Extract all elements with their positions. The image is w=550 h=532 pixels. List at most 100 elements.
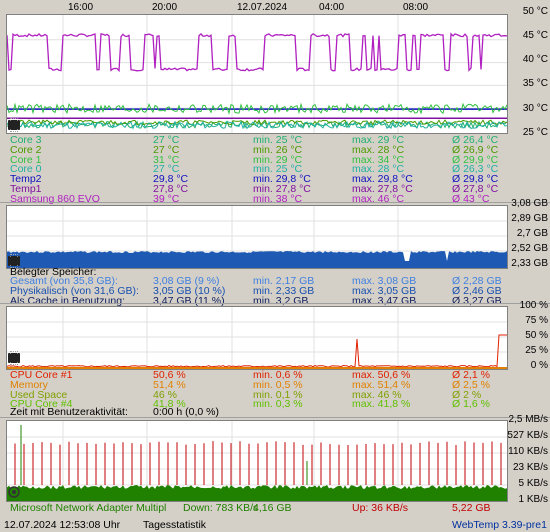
- cpu-legend: CPU Core #1 50,6 % min. 0,6 % max. 50,6 % Ø …: [10, 370, 550, 414]
- legend-avg: Ø 26,3 °C: [452, 163, 499, 176]
- legend-name: Samsung 860 EVO: [10, 192, 100, 205]
- legend-name: Used Space: [10, 388, 68, 401]
- legend-avg: Ø 2,5 %: [452, 378, 490, 391]
- legend-max: max. 27,8 °C: [352, 183, 413, 195]
- legend-name: Als Cache in Benutzung:: [10, 294, 125, 307]
- legend-current: 27,8 °C: [153, 183, 189, 195]
- legend-current: 27 °C: [153, 163, 180, 176]
- legend-current: 3,08 GB (9 %): [153, 275, 220, 287]
- legend-name: CPU Core #4: [10, 398, 73, 411]
- legend-min: min. 25 °C: [253, 134, 303, 146]
- legend-min: min. 27,8 °C: [253, 183, 311, 195]
- core-2-temp-line: [7, 119, 507, 126]
- legend-avg: Ø 2,46 GB: [452, 284, 502, 297]
- legend-avg: Ø 26,9 °C: [452, 143, 499, 156]
- legend-min: min. 0,1 %: [253, 388, 303, 401]
- y-tick: 25 %: [525, 345, 548, 356]
- chip-icon: [8, 351, 20, 365]
- legend-min: min. 29 °C: [253, 153, 303, 166]
- activity-value: 0:00 h (0,0 %): [153, 406, 219, 418]
- network-down-area: [7, 485, 507, 501]
- divider: [0, 303, 550, 304]
- memory-title: Belegter Speicher:: [10, 266, 97, 278]
- memory-legend: Gesamt (von 35,8 GB): 3,08 GB (9 %) min. 2…: [10, 276, 550, 312]
- legend-max: max. 28 °C: [352, 163, 405, 176]
- chip-icon: [8, 118, 20, 132]
- memory-axis: 3,08 GB 2,89 GB 2,7 GB 2,52 GB 2,33 GB: [510, 198, 550, 269]
- y-tick: 30 °C: [522, 103, 548, 114]
- core-0-temp-line: [7, 120, 507, 130]
- legend-min: min. 3,2 GB: [253, 294, 309, 307]
- status-version[interactable]: WebTemp 3.39-pre1: [452, 519, 547, 531]
- y-tick: 2,7 GB: [516, 228, 548, 239]
- y-tick: 75 %: [525, 315, 548, 326]
- legend-avg: Ø 29,8 °C: [452, 173, 499, 186]
- legend-min: min. 38 °C: [253, 192, 303, 205]
- legend-min: min. 26 °C: [253, 143, 303, 156]
- legend-max: max. 41,8 %: [352, 398, 411, 411]
- legend-name: Core 2: [10, 143, 42, 156]
- legend-max: max. 3,47 GB: [352, 294, 417, 307]
- legend-max: max. 29 °C: [352, 134, 405, 146]
- memory-area: [7, 251, 507, 268]
- legend-avg: Ø 2 %: [452, 388, 482, 401]
- y-tick: 527 KB/s: [507, 430, 548, 441]
- network-adapter: Microsoft Network Adapter Multipl: [10, 502, 167, 514]
- y-tick: 2,33 GB: [511, 258, 548, 269]
- chip-icon: [8, 254, 20, 268]
- time-tick: 16:00: [68, 2, 94, 13]
- legend-current: 31 °C: [153, 153, 180, 166]
- y-tick: 1 KB/s: [518, 494, 548, 505]
- legend-min: min. 2,33 GB: [253, 284, 315, 297]
- legend-max: max. 34 °C: [352, 153, 405, 166]
- legend-avg: Ø 3,27 GB: [452, 294, 502, 307]
- y-tick: 3,08 GB: [511, 198, 548, 209]
- time-tick: 08:00: [403, 2, 429, 13]
- time-tick: 12.07.2024: [237, 2, 288, 13]
- network-down: Down: 783 KB/s: [183, 502, 259, 514]
- legend-avg: Ø 1,6 %: [452, 398, 490, 411]
- legend-min: min. 0,5 %: [253, 378, 303, 391]
- legend-avg: Ø 27,8 °C: [452, 183, 499, 195]
- legend-current: 41,8 %: [153, 398, 186, 411]
- y-tick: 35 °C: [522, 78, 548, 89]
- divider: [0, 417, 550, 418]
- activity-label: Zeit mit Benutzeraktivität:: [10, 406, 128, 418]
- legend-min: min. 0,6 %: [253, 369, 303, 381]
- legend-current: 29,8 °C: [153, 173, 189, 186]
- status-mode[interactable]: Tagesstatistik: [143, 519, 207, 531]
- legend-current: 39 °C: [153, 192, 180, 205]
- legend-current: 51,4 %: [153, 378, 186, 391]
- legend-current: 27 °C: [153, 143, 180, 156]
- memory-usage-baseline: [7, 367, 507, 369]
- legend-current: 27 °C: [153, 134, 180, 146]
- legend-max: max. 51,4 %: [352, 378, 411, 391]
- status-datetime: 12.07.2024 12:53:08 Uhr: [4, 519, 121, 531]
- legend-name: Core 3: [10, 134, 42, 146]
- network-axis: 2,5 MB/s 527 KB/s 110 KB/s 23 KB/s 5 KB/…: [507, 414, 550, 505]
- legend-min: min. 25 °C: [253, 163, 303, 176]
- legend-current: 3,05 GB (10 %): [153, 284, 226, 297]
- memory-graph[interactable]: [6, 205, 508, 269]
- legend-name: Core 1: [10, 153, 42, 166]
- temperature-graph[interactable]: [6, 14, 508, 134]
- y-tick: 2,89 GB: [511, 213, 548, 224]
- legend-name: Temp2: [10, 173, 42, 186]
- y-tick: 2,52 GB: [511, 243, 548, 254]
- legend-min: min. 29,8 °C: [253, 173, 311, 186]
- cpu-graph[interactable]: [6, 306, 508, 370]
- legend-avg: Ø 26,4 °C: [452, 134, 499, 146]
- temperature-legend: Core 3 27 °C min. 25 °C max. 29 °C Ø 26,4 °C…: [10, 135, 550, 215]
- legend-avg: Ø 43 °C: [452, 192, 490, 205]
- legend-avg: Ø 29,9 °C: [452, 153, 499, 166]
- time-tick: 04:00: [319, 2, 345, 13]
- network-graph[interactable]: [6, 420, 508, 502]
- legend-current: 50,6 %: [153, 369, 186, 381]
- samsung-temp-line: [7, 32, 507, 73]
- y-tick: 40 °C: [522, 54, 548, 65]
- status-bar: 12.07.2024 12:53:08 Uhr Tagesstatistik W…: [0, 517, 550, 532]
- time-axis: 16:00 20:00 12.07.2024 04:00 08:00: [6, 0, 506, 14]
- legend-avg: Ø 2,1 %: [452, 369, 490, 381]
- legend-name: Memory: [10, 378, 48, 391]
- y-tick: 50 %: [525, 330, 548, 341]
